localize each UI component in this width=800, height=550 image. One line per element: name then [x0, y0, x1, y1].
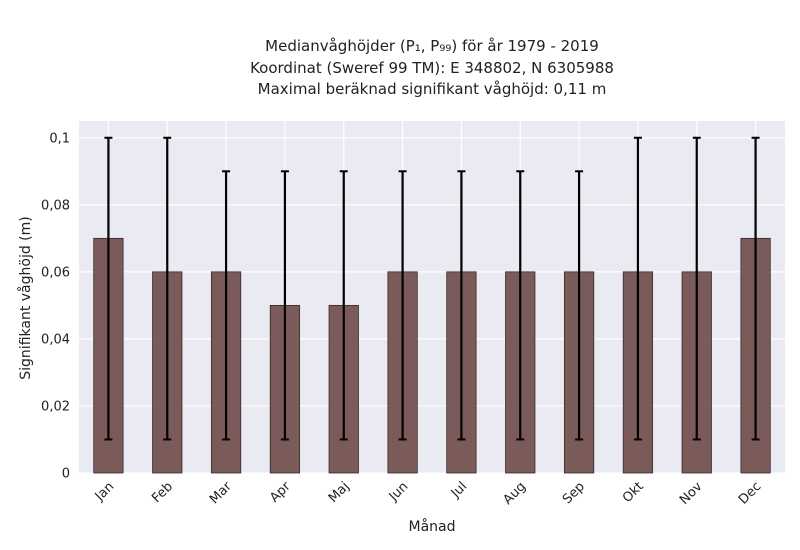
- error-bar-sep: [575, 170, 584, 441]
- title-line-1: Medianvåghöjder (P₁, P₉₉) för år 1979 - …: [265, 37, 599, 55]
- title-line-2: Koordinat (Sweref 99 TM): E 348802, N 63…: [250, 59, 614, 77]
- x-tick-label-jul: Jul: [448, 479, 470, 501]
- x-tick-label-aug: Aug: [501, 479, 530, 508]
- error-bar-nov: [692, 136, 701, 441]
- x-tick-label-nov: Nov: [677, 479, 706, 508]
- y-tick-label: 0,02: [41, 399, 70, 414]
- error-bar-jan: [104, 136, 113, 441]
- error-bar-dec: [751, 136, 760, 441]
- y-tick-label: 0,08: [41, 198, 70, 213]
- error-bar-aug: [516, 170, 525, 441]
- x-tick-label-jun: Jun: [386, 479, 412, 505]
- error-bars: [104, 136, 760, 441]
- x-tick-label-jan: Jan: [92, 479, 117, 504]
- plot-area: [79, 121, 785, 473]
- y-axis-label: Signifikant våghöjd (m): [17, 216, 34, 379]
- error-bar-mar: [222, 170, 231, 441]
- y-tick-label: 0: [62, 467, 70, 482]
- x-tick-label-dec: Dec: [736, 479, 764, 507]
- error-bar-jul: [457, 170, 466, 441]
- error-bar-feb: [163, 136, 172, 441]
- chart-title: Medianvåghöjder (P₁, P₉₉) för år 1979 - …: [250, 37, 614, 98]
- error-bar-jun: [398, 170, 407, 441]
- x-tick-label-maj: Maj: [326, 479, 353, 506]
- title-line-3: Maximal beräknad signifikant våghöjd: 0,…: [258, 80, 607, 98]
- y-tick-label: 0,1: [49, 131, 70, 146]
- x-tick-label-sep: Sep: [560, 479, 588, 507]
- y-tick-label: 0,06: [41, 265, 70, 280]
- error-bar-maj: [339, 170, 348, 441]
- x-axis-label: Månad: [409, 518, 456, 535]
- x-tick-label-feb: Feb: [149, 479, 176, 506]
- error-bar-apr: [280, 170, 289, 441]
- y-tick-label: 0,04: [41, 332, 70, 347]
- x-axis-ticks: Jan Feb Mar Apr Maj Jun Jul Aug Sep Okt Nov Dec: [92, 479, 765, 508]
- y-axis-ticks: 0 0,02 0,04 0,06 0,08 0,1: [41, 131, 70, 481]
- x-tick-label-okt: Okt: [620, 479, 647, 506]
- error-bar-okt: [633, 136, 642, 441]
- x-tick-label-apr: Apr: [267, 479, 294, 506]
- x-tick-label-mar: Mar: [207, 479, 235, 507]
